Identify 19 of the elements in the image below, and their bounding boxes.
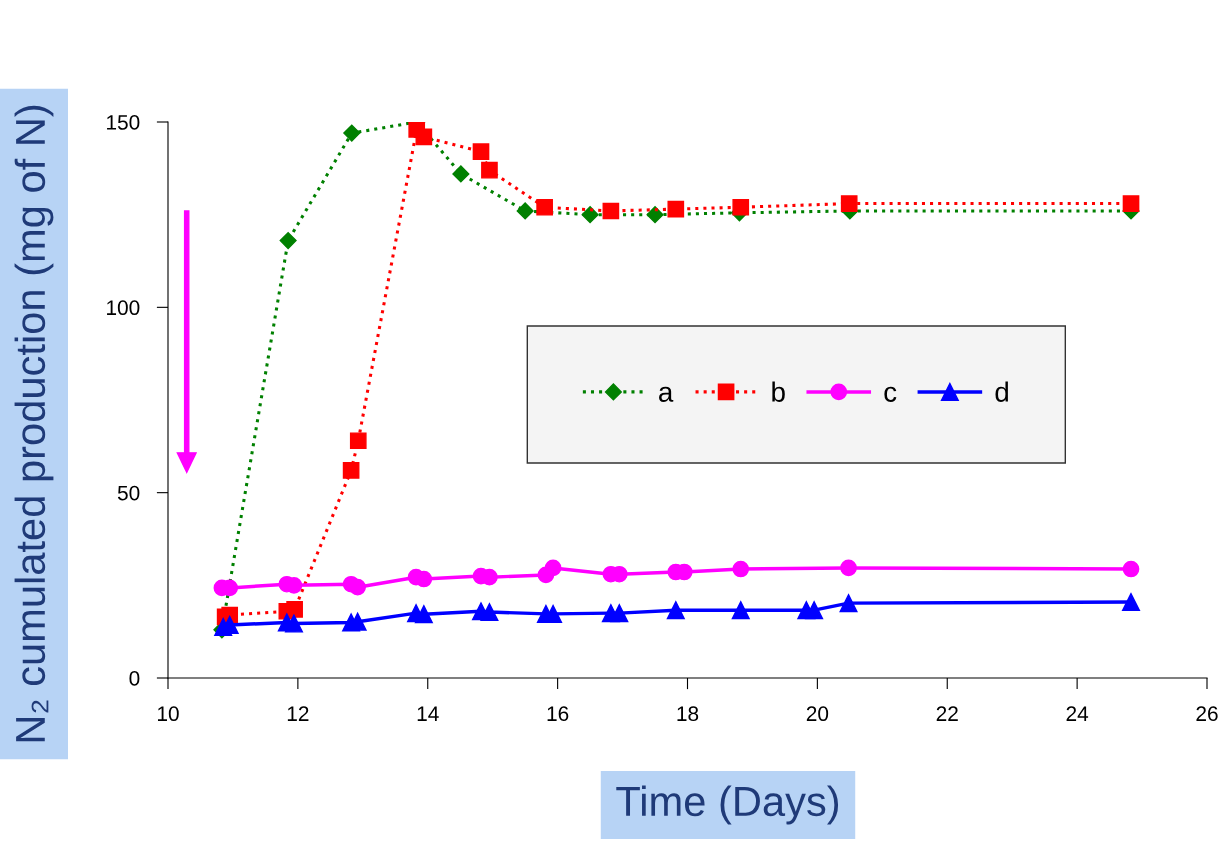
- y-tick-label: 50: [117, 485, 140, 501]
- legend-label: c: [884, 386, 897, 402]
- legend-label: b: [772, 381, 785, 402]
- x-tick-label: 22: [936, 706, 958, 721]
- x-tick-label: 12: [287, 706, 309, 721]
- x-tick-label: 18: [677, 706, 699, 722]
- x-tick-label: 16: [547, 706, 569, 722]
- legend-label: a: [659, 386, 674, 402]
- y-axis-title: N₂ cumulated production (mg of N): [14, 105, 54, 742]
- y-tick-label: 0: [129, 671, 140, 686]
- x-tick-label: 14: [417, 706, 439, 721]
- legend-label: d: [995, 381, 1008, 402]
- y-tick-label: 100: [107, 300, 140, 316]
- y-tick-label: 150: [107, 115, 140, 130]
- x-axis-title: Time (Days): [616, 785, 839, 825]
- x-tick-label: 20: [806, 706, 829, 722]
- x-tick-label: 26: [1196, 706, 1218, 722]
- x-tick-label: 10: [158, 706, 179, 722]
- x-tick-label: 24: [1066, 706, 1089, 721]
